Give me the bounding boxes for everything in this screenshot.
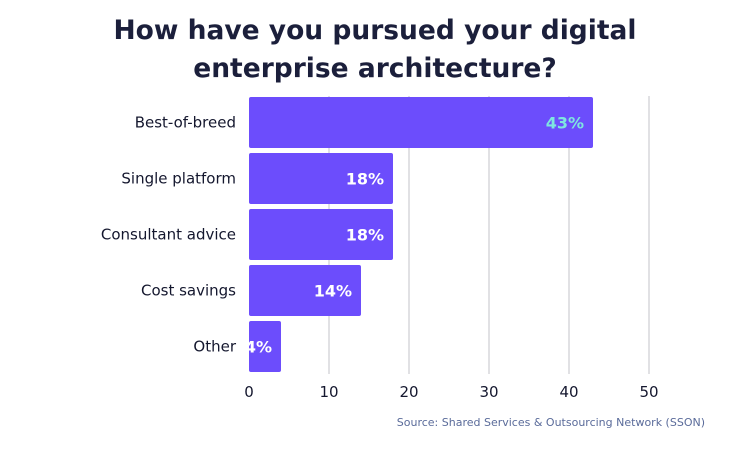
- bar-single-platform: [249, 153, 393, 204]
- x-tick-label-50: 50: [639, 383, 658, 401]
- bar-other: [249, 321, 281, 372]
- bar-cost-savings: [249, 265, 361, 316]
- value-label-cost-savings: 14%: [314, 282, 352, 301]
- value-label-other: 4%: [245, 338, 272, 357]
- x-tick-label-20: 20: [399, 383, 418, 401]
- category-label-consultant-advice: Consultant advice: [101, 226, 236, 244]
- bar-best-of-breed: [249, 97, 593, 148]
- bar-consultant-advice: [249, 209, 393, 260]
- value-label-single-platform: 18%: [346, 170, 384, 189]
- labels: 0 10 20 30 40 50 Best-of-breed 43% Single platfo…: [101, 114, 659, 402]
- category-label-single-platform: Single platform: [121, 170, 236, 188]
- chart-title-line-2: enterprise architecture?: [193, 53, 557, 84]
- x-tick-label-0: 0: [244, 383, 254, 401]
- bars: [249, 97, 593, 372]
- value-label-best-of-breed: 43%: [546, 114, 584, 133]
- source-note: Source: Shared Services & Outsourcing Ne…: [397, 416, 705, 429]
- x-tick-label-40: 40: [559, 383, 578, 401]
- category-label-other: Other: [193, 338, 236, 356]
- category-label-cost-savings: Cost savings: [141, 282, 236, 300]
- x-tick-label-30: 30: [479, 383, 498, 401]
- chart-title-line-1: How have you pursued your digital: [114, 15, 637, 46]
- x-tick-label-10: 10: [319, 383, 338, 401]
- category-label-best-of-breed: Best-of-breed: [135, 114, 236, 132]
- value-label-consultant-advice: 18%: [346, 226, 384, 245]
